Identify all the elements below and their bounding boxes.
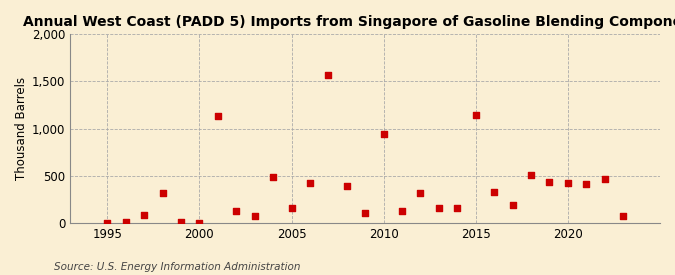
Point bbox=[581, 182, 592, 186]
Point bbox=[120, 220, 131, 225]
Point bbox=[618, 214, 628, 218]
Title: Annual West Coast (PADD 5) Imports from Singapore of Gasoline Blending Component: Annual West Coast (PADD 5) Imports from … bbox=[23, 15, 675, 29]
Point bbox=[526, 173, 537, 177]
Point bbox=[323, 73, 333, 77]
Point bbox=[452, 206, 463, 210]
Point bbox=[304, 181, 315, 186]
Point bbox=[397, 208, 408, 213]
Point bbox=[194, 221, 205, 225]
Point bbox=[213, 114, 223, 119]
Point bbox=[231, 208, 242, 213]
Point bbox=[489, 189, 500, 194]
Point bbox=[599, 176, 610, 181]
Point bbox=[415, 191, 426, 196]
Point bbox=[342, 184, 352, 188]
Point bbox=[249, 214, 260, 219]
Point bbox=[176, 220, 186, 225]
Point bbox=[507, 203, 518, 208]
Point bbox=[433, 206, 444, 210]
Point bbox=[470, 113, 481, 118]
Point bbox=[360, 211, 371, 216]
Text: Source: U.S. Energy Information Administration: Source: U.S. Energy Information Administ… bbox=[54, 262, 300, 272]
Point bbox=[562, 181, 573, 186]
Point bbox=[286, 206, 297, 210]
Point bbox=[138, 213, 149, 218]
Point bbox=[157, 191, 168, 195]
Y-axis label: Thousand Barrels: Thousand Barrels bbox=[15, 77, 28, 180]
Point bbox=[378, 132, 389, 136]
Point bbox=[102, 221, 113, 225]
Point bbox=[268, 175, 279, 179]
Point bbox=[544, 180, 555, 185]
